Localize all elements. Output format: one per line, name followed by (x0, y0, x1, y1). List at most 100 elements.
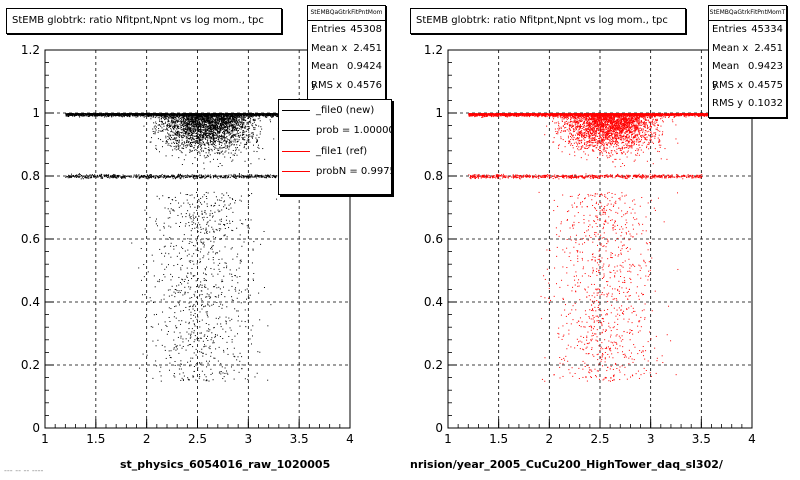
scatter-point (234, 139, 236, 141)
scatter-point (271, 116, 273, 118)
scatter-point (84, 115, 86, 117)
scatter-point (115, 177, 117, 179)
scatter-point (193, 174, 195, 176)
scatter-point (271, 114, 273, 116)
scatter-point (253, 119, 255, 121)
scatter-point (211, 114, 213, 116)
scatter-point (172, 117, 174, 119)
scatter-point (87, 115, 89, 117)
scatter-point (185, 174, 187, 176)
scatter-point (186, 140, 188, 142)
scatter-point (256, 113, 258, 115)
scatter-point (215, 147, 217, 149)
scatter-point (117, 175, 119, 177)
scatter-point (190, 145, 192, 147)
scatter-point (241, 175, 243, 177)
scatter-point (183, 144, 185, 146)
scatter-point (136, 177, 138, 179)
scatter-point (143, 115, 145, 117)
scatter-point (217, 149, 219, 151)
scatter-point (181, 139, 183, 141)
scatter-point (271, 114, 273, 116)
scatter-point (164, 176, 166, 178)
scatter-point (230, 116, 232, 118)
scatter-point (249, 135, 251, 137)
scatter-point (112, 174, 114, 176)
scatter-point (206, 121, 208, 123)
scatter-point (253, 120, 255, 122)
scatter-point (175, 130, 177, 132)
scatter-point (243, 115, 245, 117)
scatter-point (203, 135, 205, 137)
scatter-point (252, 113, 254, 115)
scatter-point (262, 148, 264, 150)
scatter-point (149, 113, 151, 115)
scatter-point (268, 176, 270, 178)
scatter-point (215, 174, 217, 176)
scatter-point (182, 129, 184, 131)
scatter-point (251, 116, 253, 118)
scatter-point (207, 175, 209, 177)
scatter-point (215, 115, 217, 117)
scatter-point (229, 142, 231, 144)
scatter-point (174, 116, 176, 118)
scatter-point (82, 113, 84, 115)
scatter-point (245, 148, 247, 150)
scatter-point (245, 134, 247, 136)
scatter-point (176, 143, 178, 145)
scatter-point (241, 177, 243, 179)
scatter-point (135, 115, 137, 117)
scatter-point (270, 113, 272, 115)
scatter-point (243, 176, 245, 178)
scatter-point (271, 115, 273, 117)
scatter-point (96, 113, 98, 115)
scatter-point (128, 113, 130, 115)
scatter-point (125, 113, 127, 115)
scatter-point (163, 175, 165, 177)
scatter-point (269, 176, 271, 178)
scatter-point (206, 154, 208, 156)
scatter-point (80, 178, 82, 180)
scatter-point (178, 131, 180, 133)
scatter-point (147, 113, 149, 115)
scatter-point (254, 113, 256, 115)
scatter-point (181, 118, 183, 120)
scatter-point (210, 177, 212, 179)
scatter-point (210, 118, 212, 120)
scatter-point (247, 114, 249, 116)
scatter-point (113, 174, 115, 176)
scatter-point (226, 130, 228, 132)
scatter-point (158, 113, 160, 115)
scatter-point (208, 126, 210, 128)
scatter-point (129, 175, 131, 177)
scatter-point (266, 177, 268, 179)
scatter-point (92, 113, 94, 115)
scatter-point (255, 140, 257, 142)
scatter-point (273, 138, 275, 140)
scatter-point (120, 113, 122, 115)
scatter-point (178, 118, 180, 120)
scatter-point (167, 114, 169, 116)
scatter-point (146, 175, 148, 177)
scatter-point (222, 177, 224, 179)
scatter-point (120, 115, 122, 117)
scatter-point (273, 175, 275, 177)
scatter-point (224, 126, 226, 128)
scatter-point (186, 130, 188, 132)
scatter-point (82, 115, 84, 117)
scatter-point (129, 113, 131, 115)
scatter-point (190, 123, 192, 125)
scatter-point (231, 136, 233, 138)
scatter-point (206, 134, 208, 136)
scatter-point (197, 128, 199, 130)
scatter-point (249, 116, 251, 118)
scatter-point (67, 113, 69, 115)
scatter-point (125, 175, 127, 177)
scatter-point (205, 130, 207, 132)
scatter-point (177, 120, 179, 122)
scatter-point (206, 176, 208, 178)
scatter-point (121, 177, 123, 179)
scatter-point (177, 113, 179, 115)
scatter-point (186, 123, 188, 125)
scatter-point (227, 114, 229, 116)
